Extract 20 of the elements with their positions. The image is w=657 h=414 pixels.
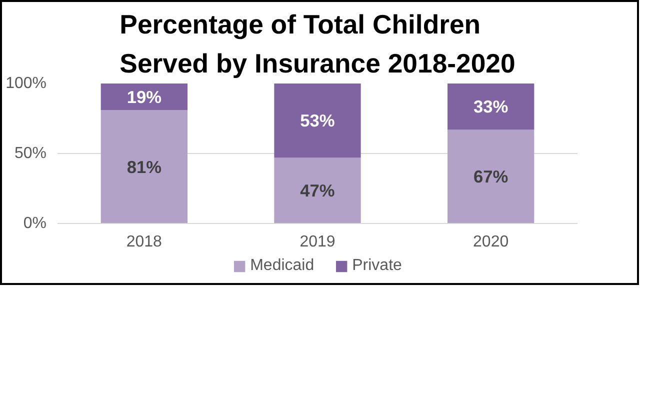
bar (448, 84, 534, 130)
bar (448, 130, 534, 224)
y-tick-label: 100% (6, 75, 46, 92)
data-label: 67% (473, 166, 508, 187)
legend-label: Private (352, 257, 402, 275)
data-label: 47% (300, 180, 335, 201)
chart-title: Percentage of Total Children Served by Insurance 2018-2020 (120, 10, 516, 78)
data-label: 81% (126, 156, 162, 177)
x-tick-label: 2018 (126, 234, 162, 250)
data-label: 19% (126, 86, 162, 107)
data-label: 53% (300, 110, 335, 131)
bar (100, 110, 188, 224)
data-label: 33% (473, 96, 508, 117)
y-tick-label: 0% (23, 215, 46, 232)
bar (274, 158, 361, 224)
bar (274, 84, 361, 158)
legend-label: Medicaid (250, 257, 314, 275)
x-tick-label: 2020 (473, 234, 509, 250)
x-tick-label: 2019 (300, 234, 336, 250)
y-tick-label: 50% (14, 145, 47, 162)
